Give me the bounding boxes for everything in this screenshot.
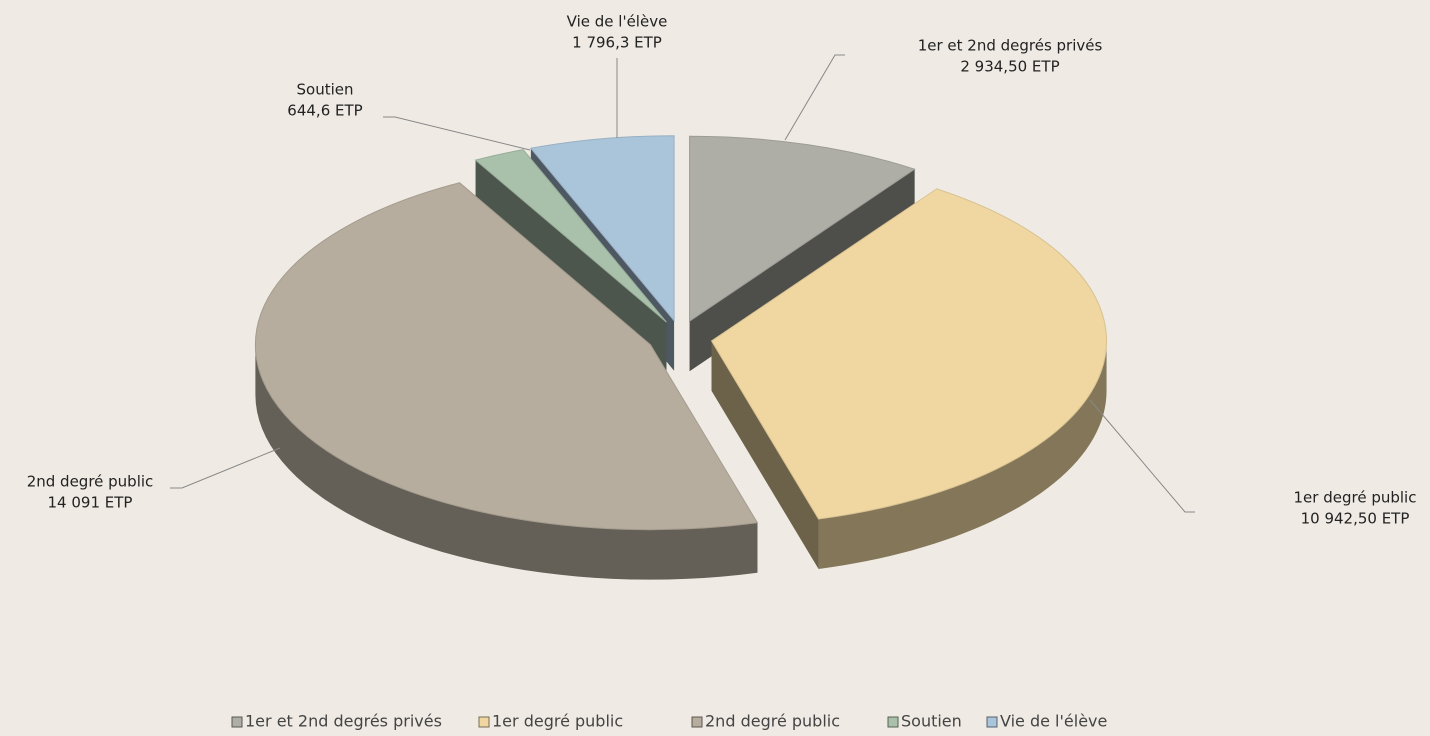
legend-label: Soutien <box>901 712 962 731</box>
legend-label: 2nd degré public <box>705 712 840 731</box>
data-labels: 1er et 2nd degrés privés 2 934,50 ETP 1er … <box>27 13 1417 528</box>
legend-swatch <box>478 716 490 728</box>
slice-side <box>818 340 1107 569</box>
pie <box>254 135 1108 580</box>
data-label-name: Vie de l'élève <box>567 13 668 31</box>
data-label-name: Soutien <box>297 81 354 99</box>
leader-line <box>383 116 531 151</box>
slice-top <box>254 182 759 531</box>
data-label-value: 10 942,50 ETP <box>1301 510 1410 528</box>
legend-swatch <box>986 716 998 728</box>
slice-top <box>474 149 667 323</box>
legend-swatch <box>691 716 703 728</box>
slice <box>254 182 759 580</box>
legend: 1er et 2nd degrés privés 1er degré public… <box>231 712 1107 731</box>
legend-label: Vie de l'élève <box>1000 712 1107 731</box>
data-label-name: 1er et 2nd degrés privés <box>918 37 1103 55</box>
data-label-value: 14 091 ETP <box>48 494 133 512</box>
legend-label: 1er degré public <box>492 712 623 731</box>
slice-top <box>689 135 916 323</box>
slice-wall <box>711 340 819 569</box>
slice-top <box>529 135 675 323</box>
leader-line <box>784 54 845 141</box>
slice-side <box>255 344 758 580</box>
legend-swatch <box>231 716 243 728</box>
data-label-name: 1er degré public <box>1294 489 1417 507</box>
leader-line <box>1089 399 1195 513</box>
data-label-value: 2 934,50 ETP <box>960 58 1059 76</box>
slice-top <box>710 188 1108 520</box>
data-label-name: 2nd degré public <box>27 473 154 491</box>
data-label-value: 644,6 ETP <box>287 102 362 120</box>
data-label-value: 1 796,3 ETP <box>572 34 662 52</box>
slice <box>710 188 1108 569</box>
legend-label: 1er et 2nd degrés privés <box>245 712 442 731</box>
leader-line <box>170 447 281 489</box>
legend-swatch <box>887 716 899 728</box>
